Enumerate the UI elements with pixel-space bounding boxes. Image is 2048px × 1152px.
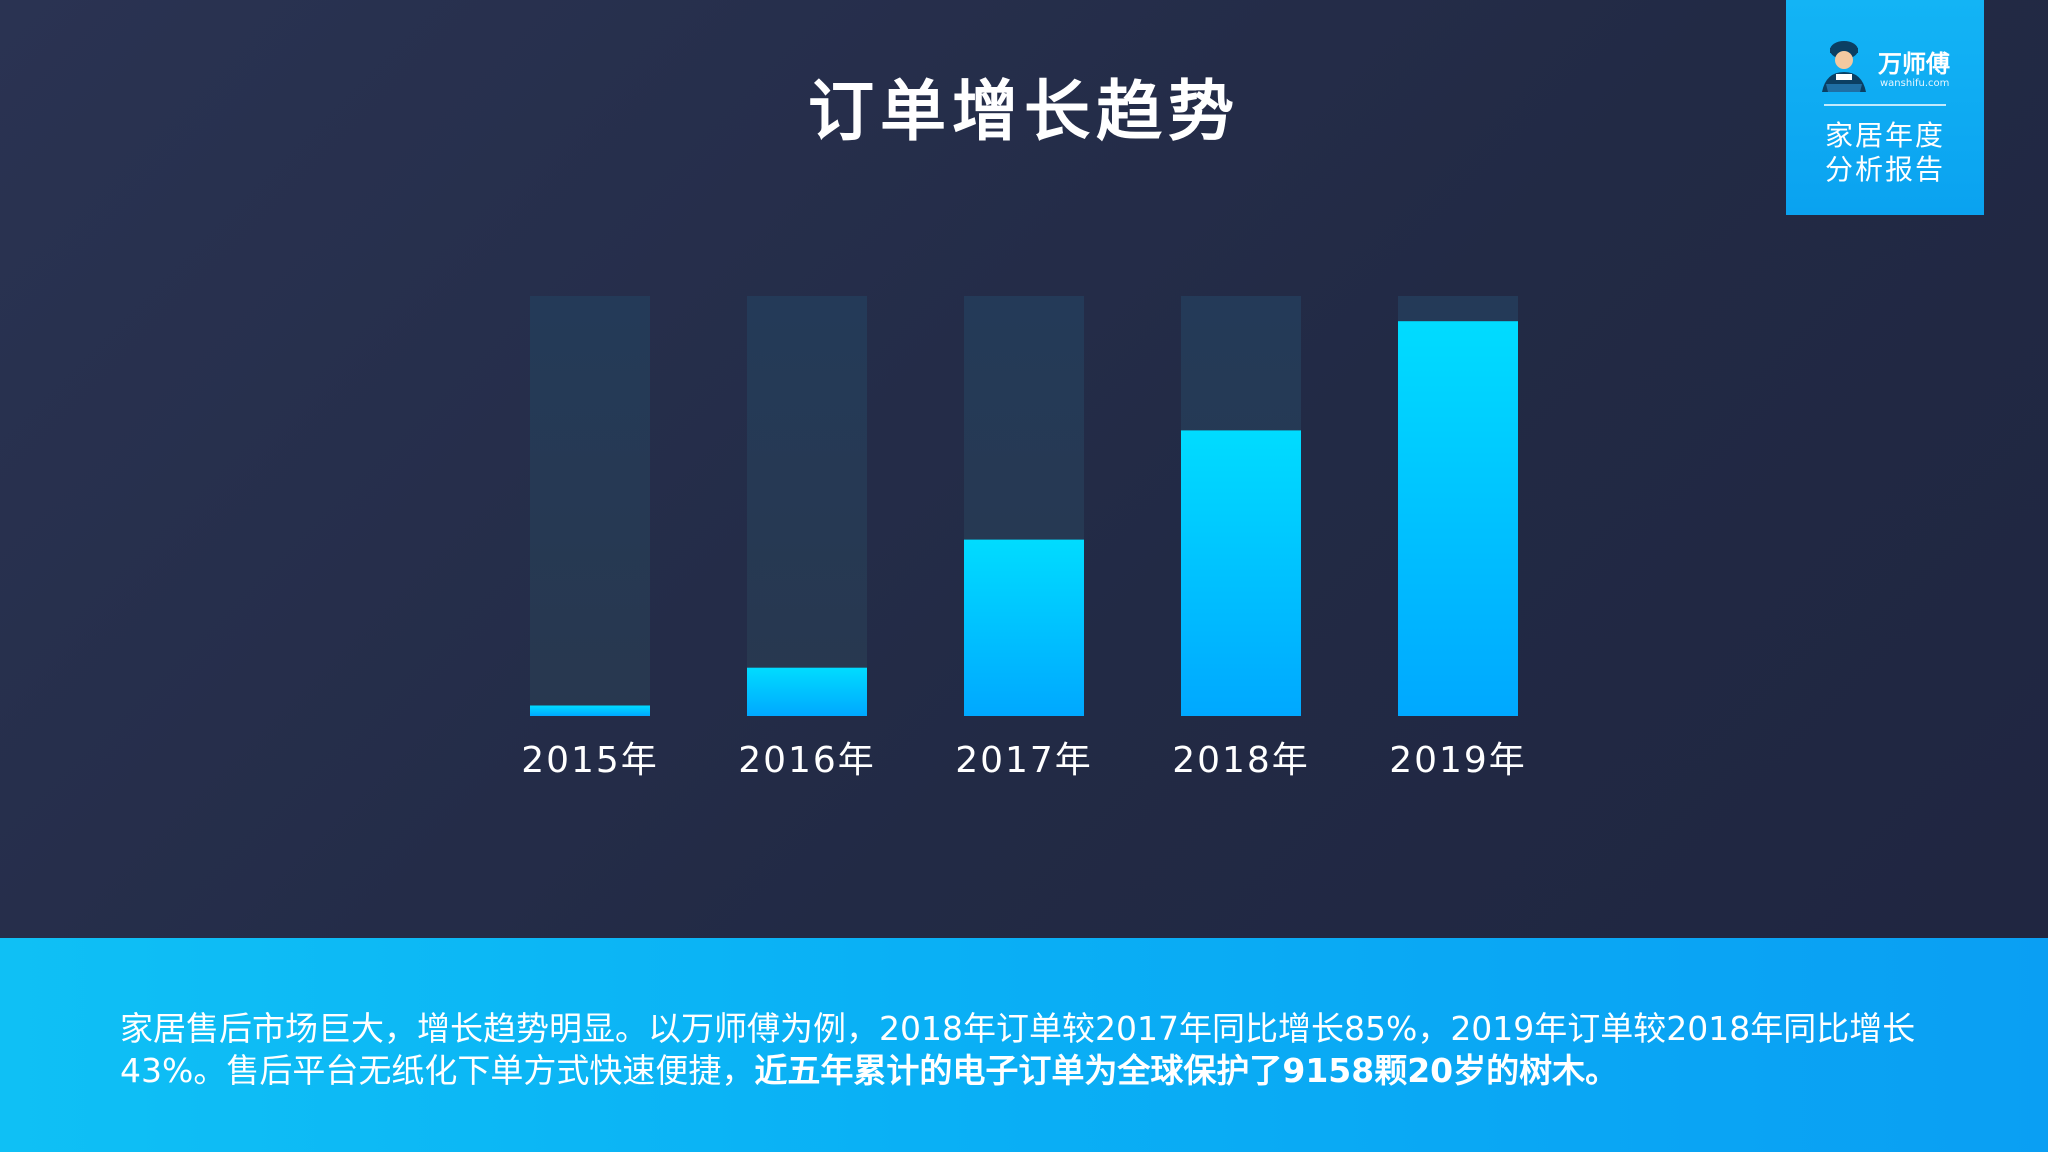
badge-divider [1824,104,1946,106]
x-tick-label: 2019年 [1389,740,1527,781]
bar [1398,321,1518,716]
bar-track [747,296,867,716]
bar [747,667,867,716]
badge-line-1: 家居年度 [1824,119,1945,152]
bar [964,539,1084,716]
x-tick-label: 2017年 [955,740,1093,781]
x-tick-label: 2016年 [738,740,876,781]
badge-line-2: 分析报告 [1824,153,1945,186]
summary-footer: 家居售后市场巨大，增长趋势明显。以万师傅为例，2018年订单较2017年同比增长… [0,938,2048,1152]
brand-name: 万师傅 [1878,50,1950,78]
summary-text-highlight: 近五年累计的电子订单为全球保护了9158颗20岁的树木。 [754,1051,1619,1090]
x-tick-label: 2015年 [521,740,659,781]
brand-badge: 万师傅 wanshifu.com 家居年度 分析报告 [1786,0,1984,215]
bar [1181,430,1301,716]
page-title: 订单增长趋势 [808,73,1240,150]
x-tick-label: 2018年 [1172,740,1310,781]
bar-track [530,296,650,716]
summary-text: 家居售后市场巨大，增长趋势明显。以万师傅为例，2018年订单较2017年同比增长… [120,1008,1950,1092]
brand-logo: 万师傅 wanshifu.com [1816,36,1966,98]
order-growth-chart: 2015年 2016年 2017年 2018年 2019年 [521,296,1527,781]
summary-text-normal: 家居售后市场巨大，增长趋势明显。以万师傅为例，2018年订单较2017年同比增长… [120,1009,1916,1090]
bar [530,705,650,716]
brand-domain: wanshifu.com [1880,78,1950,89]
worker-mascot-icon [1822,41,1866,92]
